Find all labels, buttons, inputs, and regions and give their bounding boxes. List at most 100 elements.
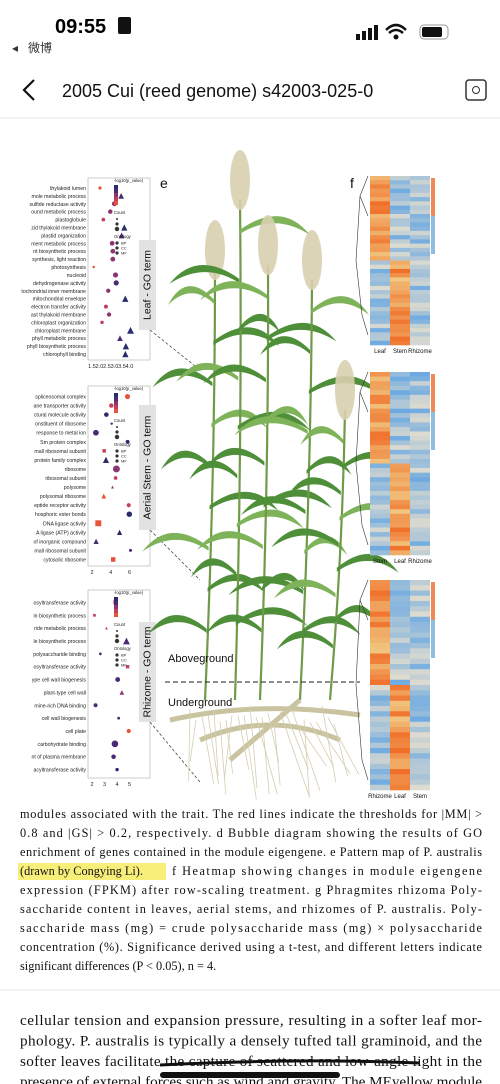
leader (149, 721, 201, 783)
heat-cell (370, 273, 390, 278)
heat-cell (370, 669, 390, 675)
heat-cell (370, 648, 390, 654)
heat-cell (390, 264, 410, 270)
leaf (200, 281, 268, 300)
heat-cell (410, 431, 430, 437)
body-line: presence of external forces such as wind… (20, 1074, 482, 1084)
heat-cell (390, 422, 410, 428)
go-term: plant-type cell wall (44, 690, 86, 696)
heat-cell (410, 197, 430, 202)
heat-cell (370, 376, 390, 382)
bubble (93, 613, 96, 617)
go-term: polysome (64, 485, 86, 491)
back-app[interactable]: 微博 (28, 40, 52, 55)
bubble (93, 538, 99, 544)
home-indicator (160, 1072, 340, 1078)
caption-line: modules associated with the trait. The r… (20, 807, 482, 821)
leaf (265, 406, 308, 425)
back-arrow[interactable]: ◂ (12, 41, 18, 55)
dendrogram (355, 371, 369, 546)
heat-cell (410, 458, 430, 464)
panel-label: e (160, 175, 168, 191)
heat-cell (390, 218, 410, 223)
heat-cell (410, 637, 430, 644)
heat-cell (370, 481, 390, 487)
go-term: ound metabolic process (31, 210, 86, 216)
heat-cell (370, 472, 390, 478)
bubble (123, 637, 130, 645)
go-term: phyll metabolic process (32, 336, 86, 342)
heat-cell (410, 273, 430, 278)
root (309, 722, 335, 768)
heat-cell (410, 711, 430, 717)
bubble (117, 335, 123, 342)
bubble (104, 412, 109, 417)
heat-cell (410, 268, 430, 274)
heat-cell (370, 454, 390, 460)
heat-cell (390, 449, 410, 455)
caption-line: expression (FPKM) after row-scaling trea… (20, 883, 482, 897)
heat-cell (390, 201, 410, 206)
term-box (139, 622, 156, 722)
heat-cell (390, 495, 410, 501)
go-term: ride metabolic process (34, 626, 86, 632)
heat-cell (390, 658, 410, 665)
bubble (125, 665, 130, 669)
go-term: mole metabolic process (32, 194, 87, 200)
heat-cell (390, 580, 410, 586)
heat-cell (410, 779, 430, 786)
heat-cell (410, 184, 430, 189)
heat-cell (410, 664, 430, 670)
heat-cell (370, 685, 390, 691)
heat-cell (370, 700, 390, 707)
panicle (302, 230, 322, 290)
heat-cell (370, 541, 390, 547)
heat-cell (370, 606, 390, 612)
heat-cell (370, 769, 390, 775)
heat-cell (390, 230, 410, 236)
x-tick: 3.0 (111, 364, 119, 370)
back-button[interactable] (22, 79, 35, 101)
bubble (111, 740, 119, 748)
go-term: acyltransferase activity (34, 768, 87, 774)
heat-cell (370, 176, 390, 181)
heat-cell (410, 541, 430, 547)
legend-dot (116, 426, 118, 428)
go-term: nt of plasma membrane (32, 755, 87, 761)
bubble (98, 652, 102, 656)
heat-cell (370, 328, 390, 333)
heat-cell (390, 669, 410, 675)
x-tick: 4 (109, 570, 112, 576)
heat-cell (390, 632, 410, 639)
heat-cell (370, 332, 390, 337)
legend-label: MF (121, 663, 127, 668)
legend-shape (115, 251, 119, 255)
heat-cell (390, 372, 410, 377)
bubble (124, 393, 131, 400)
heat-cell (410, 590, 430, 597)
bubble (113, 280, 119, 286)
go-term: polysomal ribosome (40, 494, 86, 500)
heat-cell (390, 481, 410, 487)
more-button[interactable] (465, 79, 487, 101)
heat-cell (410, 394, 430, 400)
heat-cell (370, 319, 390, 325)
heat-cell (390, 268, 410, 274)
heat-cell (370, 323, 390, 329)
colorbar (114, 597, 118, 601)
heat-cell (390, 399, 410, 405)
heat-cell (370, 495, 390, 501)
heat-cell (370, 277, 390, 282)
heat-cell (390, 595, 410, 602)
heat-colorbar (431, 412, 435, 450)
dendrogram (355, 175, 369, 336)
bubble (126, 503, 131, 508)
heat-cell (370, 545, 390, 551)
heat-cell (390, 737, 410, 744)
root (303, 719, 310, 797)
heat-cell (370, 590, 390, 597)
heat-cell (410, 690, 430, 696)
heat-cell (410, 774, 430, 780)
leaf (206, 447, 265, 467)
